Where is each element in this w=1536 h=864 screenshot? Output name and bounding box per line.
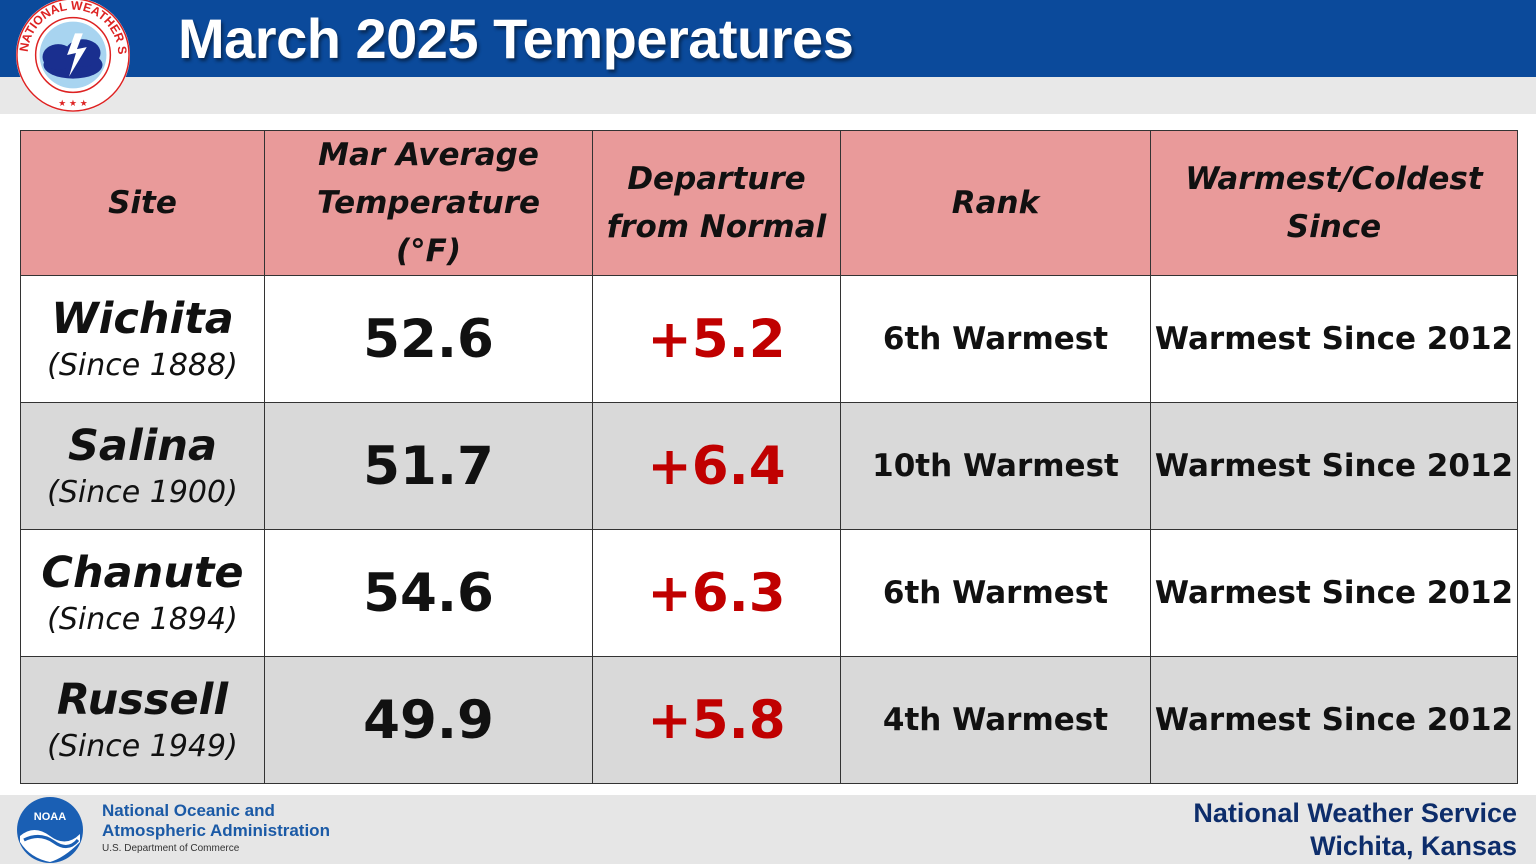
column-header-average: Mar Average Temperature (°F) — [264, 130, 593, 276]
rank-cell: 6th Warmest — [840, 275, 1151, 403]
table-row: Russell (Since 1949) 49.9 +5.8 4th Warme… — [20, 656, 1518, 784]
office-line-2: Wichita, Kansas — [1310, 831, 1517, 861]
extreme-since-cell: Warmest Since 2012 — [1150, 656, 1518, 784]
footer-bar — [0, 795, 1536, 864]
noaa-logo-text: NOAA — [34, 811, 66, 823]
nws-logo-icon: NATIONAL WEATHER SERVICE ★ ★ ★ — [14, 0, 131, 113]
column-header-since: Warmest/Coldest Since — [1150, 130, 1518, 276]
departure-cell: +6.4 — [592, 402, 841, 530]
table-row: Salina (Since 1900) 51.7 +6.4 10th Warme… — [20, 402, 1518, 530]
departure-cell: +6.3 — [592, 529, 841, 657]
rank-cell: 6th Warmest — [840, 529, 1151, 657]
average-temp-cell: 52.6 — [264, 275, 593, 403]
site-name: Wichita — [51, 294, 234, 344]
site-name: Salina — [67, 421, 218, 471]
rank-cell: 4th Warmest — [840, 656, 1151, 784]
site-record-start: (Since 1888) — [47, 348, 238, 383]
site-cell: Chanute (Since 1894) — [20, 529, 265, 657]
table-row: Chanute (Since 1894) 54.6 +6.3 6th Warme… — [20, 529, 1518, 657]
extreme-since-cell: Warmest Since 2012 — [1150, 402, 1518, 530]
office-line-1: National Weather Service — [1193, 798, 1517, 828]
column-header-departure: Departure from Normal — [592, 130, 841, 276]
average-temp-cell: 54.6 — [264, 529, 593, 657]
column-header-departure-label: Departure from Normal — [606, 161, 827, 245]
header-bar — [0, 0, 1536, 77]
column-header-since-label: Warmest/Coldest Since — [1185, 161, 1483, 245]
noaa-logo-icon: NOAA — [17, 797, 83, 863]
table-row: Wichita (Since 1888) 52.6 +5.2 6th Warme… — [20, 275, 1518, 403]
site-cell: Wichita (Since 1888) — [20, 275, 265, 403]
temperature-table: Site Mar Average Temperature (°F) Depart… — [20, 130, 1518, 784]
departure-cell: +5.2 — [592, 275, 841, 403]
average-temp-cell: 49.9 — [264, 656, 593, 784]
site-cell: Salina (Since 1900) — [20, 402, 265, 530]
rank-cell: 10th Warmest — [840, 402, 1151, 530]
extreme-since-cell: Warmest Since 2012 — [1150, 529, 1518, 657]
noaa-department: U.S. Department of Commerce — [102, 843, 240, 854]
site-record-start: (Since 1949) — [47, 729, 238, 764]
svg-text:★ ★ ★: ★ ★ ★ — [58, 99, 87, 109]
noaa-name: National Oceanic and Atmospheric Adminis… — [102, 801, 330, 840]
extreme-since-cell: Warmest Since 2012 — [1150, 275, 1518, 403]
office-name: National Weather Service Wichita, Kansas — [1193, 797, 1517, 863]
page-title: March 2025 Temperatures — [178, 7, 854, 70]
column-header-average-label: Mar Average Temperature (°F) — [316, 137, 541, 269]
column-header-rank: Rank — [840, 130, 1151, 276]
site-name: Russell — [56, 675, 229, 725]
average-temp-cell: 51.7 — [264, 402, 593, 530]
table-header-row: Site Mar Average Temperature (°F) Depart… — [20, 130, 1518, 276]
departure-cell: +5.8 — [592, 656, 841, 784]
site-record-start: (Since 1894) — [47, 602, 238, 637]
site-record-start: (Since 1900) — [47, 475, 238, 510]
site-cell: Russell (Since 1949) — [20, 656, 265, 784]
header-subbar — [0, 77, 1536, 114]
column-header-site: Site — [20, 130, 265, 276]
site-name: Chanute — [41, 548, 244, 598]
